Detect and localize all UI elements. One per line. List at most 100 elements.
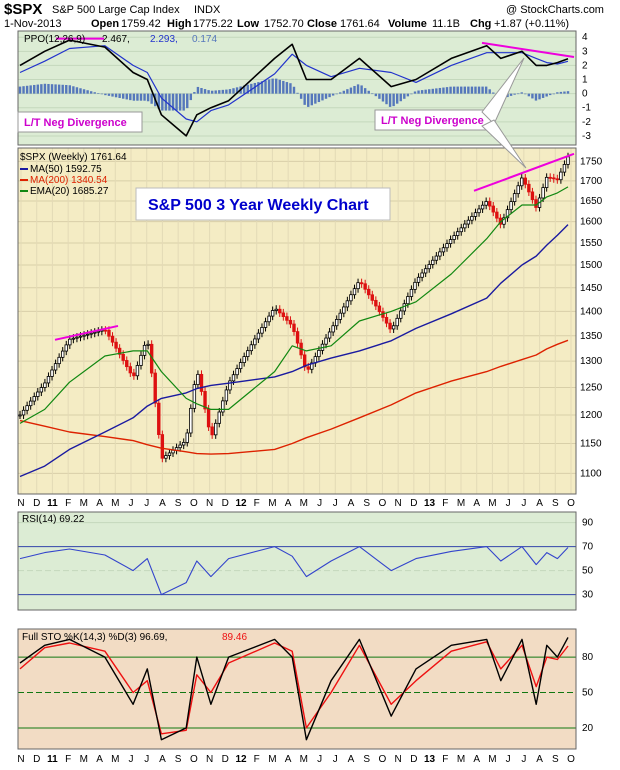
month-label: A [285,754,292,765]
ppo-histogram-bar [296,92,299,94]
month-label: O [190,754,198,765]
month-label: A [159,498,166,509]
ppo-histogram-bar [278,79,281,94]
ppo-line [19,39,569,137]
ppo-histogram-bar [22,86,25,94]
price-candle [566,156,570,165]
price-candle [203,391,207,410]
month-label: A [473,754,480,765]
high-label: High [167,18,192,30]
ppo-histogram-bar [136,93,139,101]
divergence-note-left: L/T Neg Divergence [24,117,127,129]
price-candle [224,389,229,402]
price-candle [480,204,485,210]
ppo-histogram-bar [36,84,39,94]
ppo-histogram-bar [182,93,185,111]
month-label: J [129,754,134,765]
price-candle [114,341,118,349]
price-candle [452,235,456,240]
ppo-histogram-bar [132,93,136,101]
ppo-histogram-bar [360,85,363,94]
price-candle [78,335,83,338]
ppo-histogram-bar [186,93,189,109]
ppo-histogram-bar [381,93,385,102]
price-candle [132,372,136,377]
ppo-value: 2.467, [102,34,130,45]
month-label: F [442,754,448,765]
month-label: O [379,498,387,509]
ppo-histogram-bar [474,86,477,94]
rsi-tick-label: 30 [582,590,594,601]
month-label: N [17,754,24,765]
ppo-histogram-bar [385,93,388,105]
month-label: N [395,498,402,509]
ppo-histogram-bar [25,85,29,94]
month-label: N [206,498,213,509]
exchange-label: INDX [194,4,221,16]
divergence-trendline [473,152,575,192]
ppo-histogram-bar [524,93,527,95]
price-candle [523,177,527,185]
ppo-histogram-bar [193,92,196,94]
ppo-histogram-bar [442,87,445,94]
rsi-line [19,546,569,596]
price-candle [555,178,560,181]
price-candle [520,177,524,187]
month-label: M [268,498,276,509]
ppo-histogram-bar [168,93,171,111]
ppo-tick-label: 4 [582,32,588,43]
ppo-histogram-bar [549,93,552,96]
price-candle [39,387,44,393]
price-candle [292,323,296,332]
ppo-histogram-bar [267,79,271,94]
price-candle [302,354,307,368]
price-candle [25,405,29,411]
ppo-histogram-bar [527,93,531,97]
price-panel-border [17,147,577,495]
price-candle [370,294,374,301]
month-label: 13 [424,754,436,765]
callout-wedge-upper [481,57,525,125]
price-candle [246,350,250,357]
price-candle [32,396,36,402]
title-box [135,187,391,221]
ppo-histogram-bar [271,78,274,94]
price-candle [459,227,463,233]
ppo-histogram-bar [82,89,86,94]
rsi-tick-label: 70 [582,542,594,553]
ppo-histogram-bar [200,87,203,94]
price-candle [28,400,33,407]
price-candle [107,329,111,337]
price-candle [274,308,278,311]
ppo-histogram-bar [232,88,235,94]
price-candle [423,268,428,274]
price-candle [270,310,275,317]
month-label: A [96,754,103,765]
ppo-histogram-bar [363,88,367,94]
price-candle [406,296,410,305]
sto-d-value: 89.46 [222,632,247,643]
price-candle [139,354,143,366]
ppo-histogram-bar [264,80,267,94]
price-candle [278,308,282,314]
month-label: D [222,754,229,765]
price-candle [317,349,321,358]
price-candle [199,373,204,392]
low-value: 1752.70 [264,18,304,30]
ppo-histogram-bar [175,93,178,111]
price-candle [110,335,115,343]
open-value: 1759.42 [121,18,161,30]
ppo-histogram-bar [43,83,47,94]
price-candle [416,276,421,283]
ppo-signal-value: 2.293, [150,34,178,45]
month-label: J [144,498,149,509]
price-candle [43,382,47,388]
divergence-note-left-box [17,111,143,133]
ppo-histogram-bar [196,86,200,94]
price-candle [160,434,165,459]
price-candle [206,408,211,428]
month-label: S [363,754,370,765]
price-candle [125,360,129,368]
price-candle [488,201,492,207]
